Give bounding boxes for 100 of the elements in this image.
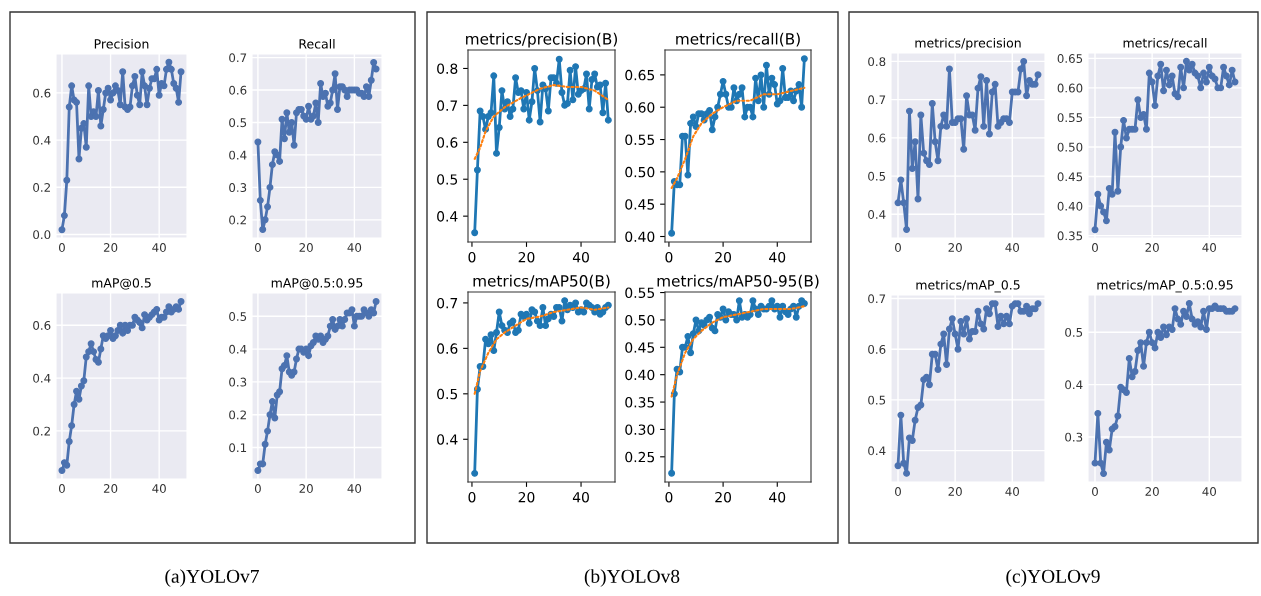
chart-title: metrics/mAP50-95(B) <box>657 274 819 289</box>
chart-title: mAP@0.5:0.95 <box>271 278 363 290</box>
x-tick-label: 40 <box>1005 243 1020 252</box>
x-tick-label: 0 <box>468 251 476 263</box>
x-tick-label: 20 <box>1145 243 1159 252</box>
chart-title: metrics/mAP_0.5 <box>916 279 1020 293</box>
x-tick-label: 20 <box>1145 487 1159 496</box>
x-tick-label: 20 <box>715 491 732 503</box>
y-tick-label: 0.60 <box>1057 83 1083 93</box>
x-tick-label: 20 <box>715 251 732 263</box>
y-tick-label: 0.5 <box>437 174 458 185</box>
y-tick-label: 0.4 <box>229 344 247 354</box>
y-tick-label: 0.6 <box>868 133 886 143</box>
x-tick-label: 40 <box>1202 243 1217 252</box>
x-tick-label: 40 <box>347 484 362 493</box>
y-tick-label: 0.50 <box>1057 142 1083 152</box>
y-tick-label: 0.8 <box>868 57 886 67</box>
chart-title: metrics/mAP_0.5:0.95 <box>1097 279 1233 293</box>
y-tick-label: 0.4 <box>33 135 51 145</box>
y-tick-label: 0.4 <box>437 434 458 445</box>
x-tick-label: 40 <box>572 491 589 503</box>
x-tick-label: 40 <box>572 251 589 263</box>
y-tick-label: 0.6 <box>437 137 458 148</box>
x-tick-label: 40 <box>769 491 786 503</box>
x-tick-label: 0 <box>665 251 673 263</box>
x-tick-label: 20 <box>103 243 118 252</box>
y-tick-label: 0.65 <box>1057 54 1083 63</box>
chart-title: metrics/recall(B) <box>676 32 800 47</box>
chart-title: Precision <box>94 38 149 49</box>
y-tick-label: 0.2 <box>229 410 246 420</box>
y-tick-label: 0.2 <box>33 426 50 436</box>
y-tick-label: 0.60 <box>625 102 655 113</box>
y-tick-label: 0.6 <box>33 320 51 330</box>
y-tick-label: 0.50 <box>625 166 655 178</box>
y-tick-label: 0.35 <box>625 397 655 408</box>
chart-title: Recall <box>299 38 335 49</box>
text: (b)YOLOv8 <box>584 569 680 587</box>
x-tick-label: 0 <box>665 491 673 503</box>
y-tick-label: 0.50 <box>625 314 655 326</box>
y-tick-label: 0.25 <box>625 451 655 463</box>
y-tick-label: 0.7 <box>437 100 458 111</box>
x-tick-label: 20 <box>518 491 535 503</box>
y-tick-label: 0.4 <box>437 211 458 222</box>
y-tick-label: 0.7 <box>868 294 886 304</box>
chart-title: mAP@0.5 <box>92 278 151 290</box>
y-tick-label: 0.45 <box>625 342 655 353</box>
x-tick-label: 20 <box>103 484 118 493</box>
x-tick-label: 0 <box>254 243 261 252</box>
x-tick-label: 20 <box>518 251 535 263</box>
chart-title: metrics/precision(B) <box>466 32 617 48</box>
y-tick-label: 0.5 <box>868 395 886 405</box>
y-tick-label: 0.4 <box>33 373 51 383</box>
x-tick-label: 40 <box>152 243 166 252</box>
y-tick-label: 0.6 <box>868 344 886 354</box>
x-tick-label: 0 <box>58 484 65 493</box>
x-tick-label: 0 <box>1092 487 1098 496</box>
y-tick-label: 0.6 <box>229 85 247 95</box>
y-tick-label: 0.7 <box>229 53 247 63</box>
x-tick-label: 20 <box>299 243 313 252</box>
chart-title: metrics/precision <box>915 37 1021 51</box>
chart-title: metrics/mAP50(B) <box>473 274 610 289</box>
text: (a)YOLOv7 <box>165 569 259 587</box>
y-tick-label: 0.55 <box>625 134 655 146</box>
y-tick-label: 0.5 <box>229 118 247 128</box>
y-tick-label: 0.8 <box>437 63 458 74</box>
y-tick-label: 0.6 <box>437 343 458 354</box>
x-tick-label: 40 <box>769 251 786 263</box>
y-tick-label: 0.5 <box>868 171 886 181</box>
x-tick-label: 0 <box>468 491 476 503</box>
y-tick-label: 0.6 <box>33 88 51 98</box>
y-tick-label: 0.5 <box>229 312 247 321</box>
y-tick-label: 0.55 <box>625 287 655 299</box>
y-tick-label: 0.30 <box>625 424 655 435</box>
y-tick-label: 0.40 <box>625 369 655 381</box>
y-tick-label: 0.40 <box>625 231 655 242</box>
y-tick-label: 0.4 <box>229 150 247 160</box>
y-tick-label: 0.45 <box>1057 172 1083 182</box>
y-tick-label: 0.4 <box>1065 380 1083 390</box>
y-tick-label: 0.5 <box>1065 327 1083 337</box>
y-tick-label: 0.65 <box>625 69 655 81</box>
x-tick-label: 20 <box>299 484 313 493</box>
x-tick-label: 20 <box>948 487 962 496</box>
y-tick-label: 0.3 <box>229 377 247 387</box>
y-tick-label: 0.0 <box>33 230 51 240</box>
x-tick-label: 0 <box>58 243 65 252</box>
x-tick-label: 40 <box>347 243 362 252</box>
x-tick-label: 0 <box>895 487 901 496</box>
y-tick-label: 0.55 <box>1057 113 1083 123</box>
x-tick-label: 40 <box>1202 487 1217 496</box>
x-tick-label: 0 <box>254 484 261 493</box>
y-tick-label: 0.2 <box>229 215 246 225</box>
y-tick-label: 0.45 <box>625 199 655 210</box>
x-tick-label: 20 <box>948 243 962 252</box>
y-tick-label: 0.35 <box>1057 231 1083 241</box>
y-tick-label: 0.3 <box>229 183 247 193</box>
y-tick-label: 0.2 <box>33 183 50 192</box>
x-tick-label: 0 <box>895 243 901 252</box>
text: (c)YOLOv9 <box>1006 569 1100 587</box>
y-tick-label: 0.3 <box>1065 432 1083 442</box>
y-tick-label: 0.4 <box>868 210 886 219</box>
